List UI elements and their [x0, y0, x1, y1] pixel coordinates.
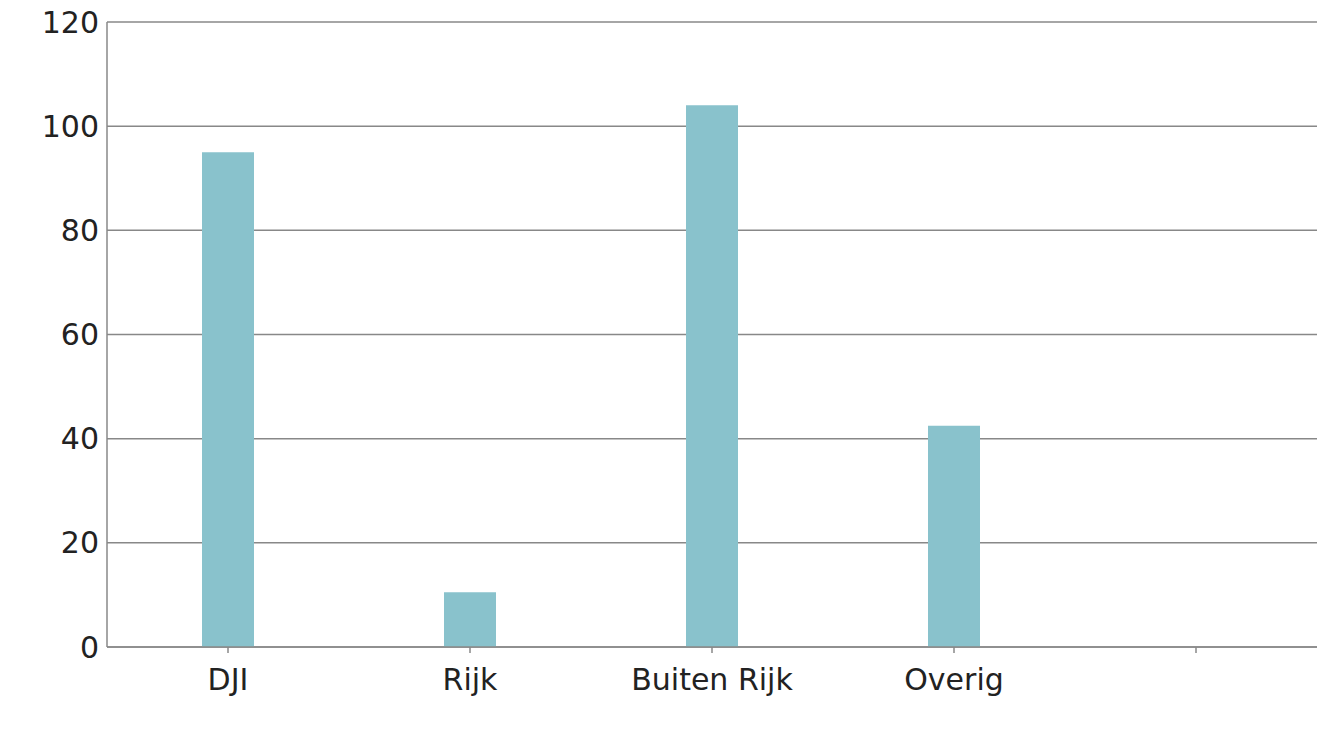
svg-text:100: 100: [42, 109, 99, 144]
svg-text:80: 80: [61, 213, 99, 248]
svg-text:Buiten Rijk: Buiten Rijk: [631, 662, 793, 697]
svg-text:120: 120: [42, 8, 99, 40]
svg-text:20: 20: [61, 525, 99, 560]
svg-text:40: 40: [61, 421, 99, 456]
svg-text:0: 0: [80, 630, 99, 665]
svg-text:Rijk: Rijk: [443, 662, 499, 697]
svg-text:60: 60: [61, 317, 99, 352]
svg-text:Overig: Overig: [904, 662, 1004, 697]
svg-text:DJI: DJI: [208, 662, 249, 697]
